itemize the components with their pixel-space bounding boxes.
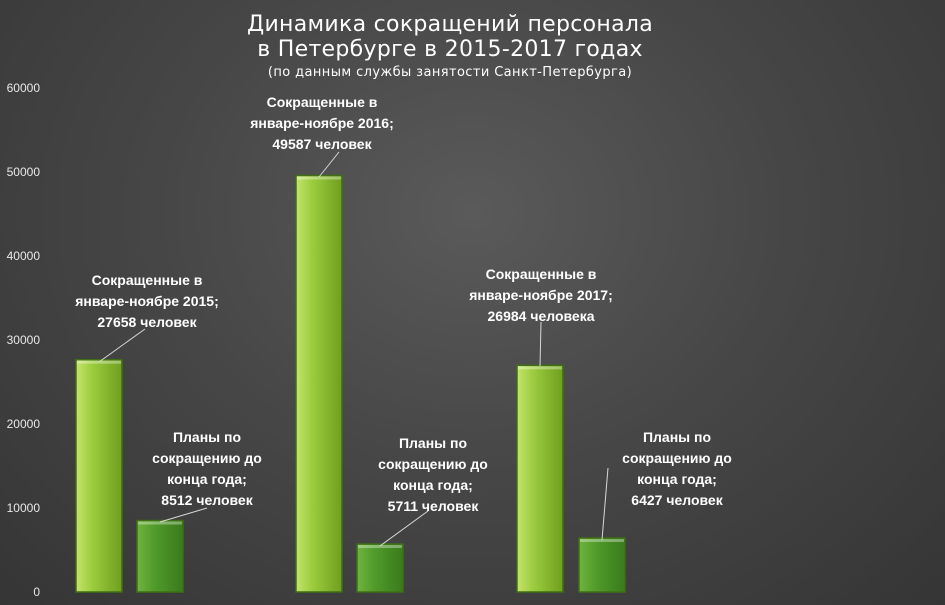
data-label-2-line-3: конца года; bbox=[167, 471, 247, 487]
y-tick-label: 10000 bbox=[7, 501, 41, 515]
chart-title-line-2: в Петербурге в 2015-2017 годах bbox=[257, 37, 643, 62]
bar-4-bevel bbox=[358, 545, 402, 549]
bar-6-bevel bbox=[580, 539, 624, 543]
bar-4 bbox=[356, 543, 404, 593]
data-label-3-line-1: Сокращенные в bbox=[267, 94, 378, 110]
leader-line-1 bbox=[98, 328, 146, 363]
data-label-3-line-2: январе-ноябре 2016; bbox=[250, 115, 394, 131]
data-label-6-line-4: 6427 человек bbox=[631, 492, 723, 508]
y-tick-label: 0 bbox=[33, 585, 40, 599]
data-label-3-line-3: 49587 человек bbox=[272, 136, 372, 152]
data-label-5-line-1: Сокращенные в bbox=[486, 266, 597, 282]
data-label-4-line-4: 5711 человек bbox=[388, 498, 480, 514]
leader-line-5 bbox=[539, 321, 542, 367]
bars-group bbox=[75, 174, 626, 593]
leader-line-4 bbox=[379, 510, 429, 547]
leader-line-2 bbox=[159, 507, 208, 523]
bar-1-bevel bbox=[77, 360, 121, 364]
bar-1 bbox=[75, 358, 123, 593]
bar-5 bbox=[516, 364, 564, 593]
bar-2-bevel bbox=[138, 521, 182, 525]
bar-2 bbox=[136, 519, 184, 593]
leader-line-6 bbox=[601, 467, 609, 541]
y-tick-label: 40000 bbox=[7, 249, 41, 263]
bar-5-bevel bbox=[518, 366, 562, 370]
data-label-5-line-2: январе-ноябре 2017; bbox=[469, 287, 613, 303]
data-label-4-line-1: Планы по bbox=[399, 435, 467, 451]
chart-title-block: Динамика сокращений персонала в Петербур… bbox=[0, 12, 900, 81]
y-tick-label: 30000 bbox=[7, 333, 41, 347]
data-label-6-line-2: сокращению до bbox=[622, 450, 732, 466]
data-label-2-line-2: сокращению до bbox=[152, 450, 262, 466]
chart-title-line-1: Динамика сокращений персонала bbox=[246, 12, 654, 37]
data-label-6-line-1: Планы по bbox=[643, 429, 711, 445]
data-label-1-line-3: 27658 человек bbox=[97, 314, 197, 330]
data-label-2-line-1: Планы по bbox=[173, 429, 241, 445]
leader-line-3 bbox=[318, 151, 340, 178]
data-label-1-line-2: январе-ноябре 2015; bbox=[75, 293, 219, 309]
data-label-2-line-4: 8512 человек bbox=[161, 492, 253, 508]
data-label-6-line-3: конца года; bbox=[637, 471, 717, 487]
y-tick-label: 20000 bbox=[7, 417, 41, 431]
data-label-4-line-2: сокращению до bbox=[378, 456, 488, 472]
data-label-4-line-3: конца года; bbox=[393, 477, 473, 493]
data-label-5-line-3: 26984 человека bbox=[488, 308, 595, 324]
bar-3 bbox=[295, 174, 343, 593]
data-labels-group: Сокращенные в январе-ноябре 2015; 27658 че… bbox=[75, 94, 732, 547]
y-axis: 0 10000 20000 30000 40000 50000 60000 bbox=[7, 81, 41, 599]
data-label-1-line-1: Сокращенные в bbox=[92, 272, 203, 288]
bar-6 bbox=[578, 537, 626, 593]
y-tick-label: 50000 bbox=[7, 165, 41, 179]
chart-subtitle: (по данным службы занятости Санкт-Петерб… bbox=[267, 65, 633, 80]
y-tick-label: 60000 bbox=[7, 81, 41, 95]
bar-3-bevel bbox=[297, 176, 341, 180]
